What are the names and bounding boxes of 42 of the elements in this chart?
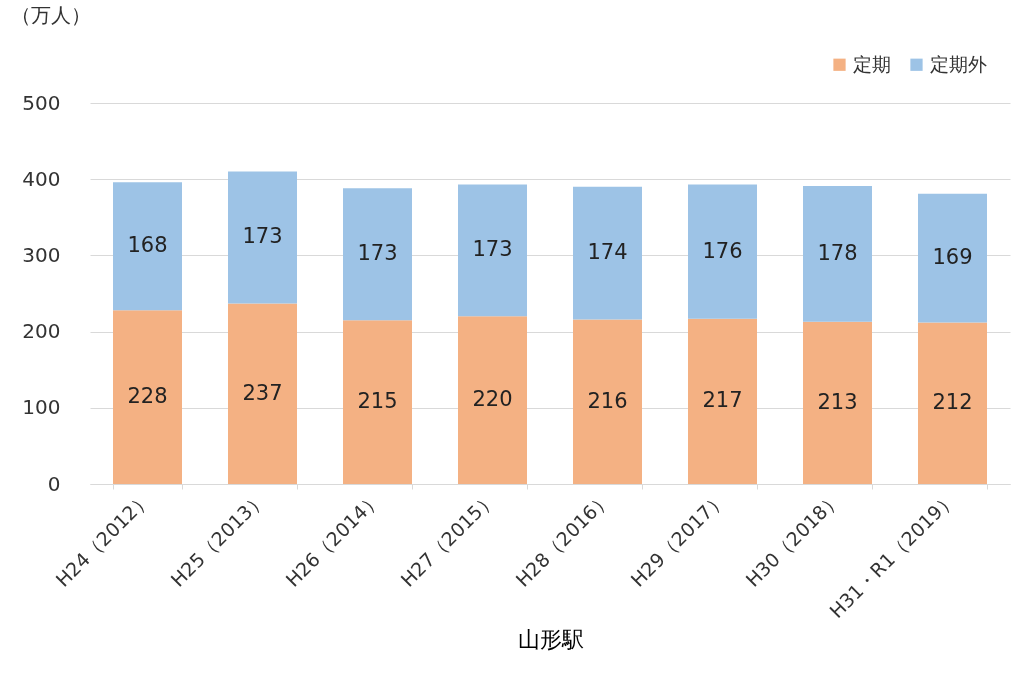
data-label: 220 (472, 387, 513, 412)
bar (573, 319, 642, 484)
data-label: 237 (242, 380, 283, 405)
data-label: 228 (127, 384, 168, 409)
y-tick-label: 300 (22, 242, 61, 267)
bar (803, 186, 872, 322)
y-tick-label: 100 (22, 395, 61, 420)
data-label: 213 (817, 389, 858, 414)
data-label: 215 (357, 389, 398, 414)
bar (458, 184, 527, 317)
x-axis-title: 山形駅 (517, 627, 584, 653)
y-tick-label: 400 (22, 166, 61, 191)
y-tick-label: 0 (47, 471, 61, 496)
bar (343, 320, 412, 484)
data-label: 212 (932, 390, 973, 415)
data-label: 173 (242, 224, 283, 249)
bar (343, 188, 412, 321)
bar (228, 303, 297, 484)
legend-label: 定期外 (930, 52, 987, 75)
bar (803, 321, 872, 484)
bar (228, 171, 297, 304)
bar (918, 193, 987, 323)
data-label: 174 (587, 240, 628, 265)
data-label: 169 (932, 245, 973, 270)
y-tick-label: 500 (22, 90, 61, 115)
data-label: 173 (357, 241, 398, 266)
data-label: 173 (472, 237, 513, 262)
bar (688, 184, 757, 319)
bar (458, 316, 527, 484)
bar (113, 182, 182, 311)
data-label: 176 (702, 238, 743, 263)
bar (688, 318, 757, 484)
data-label: 217 (702, 388, 743, 413)
legend-label: 定期 (853, 52, 891, 75)
data-label: 216 (587, 388, 628, 413)
bar (918, 322, 987, 484)
y-tick-label: 200 (22, 319, 61, 344)
data-label: 168 (127, 233, 168, 258)
bar (113, 310, 182, 484)
bar (573, 186, 642, 320)
y-axis-title: （万人） (10, 2, 91, 27)
data-label: 178 (817, 240, 858, 265)
